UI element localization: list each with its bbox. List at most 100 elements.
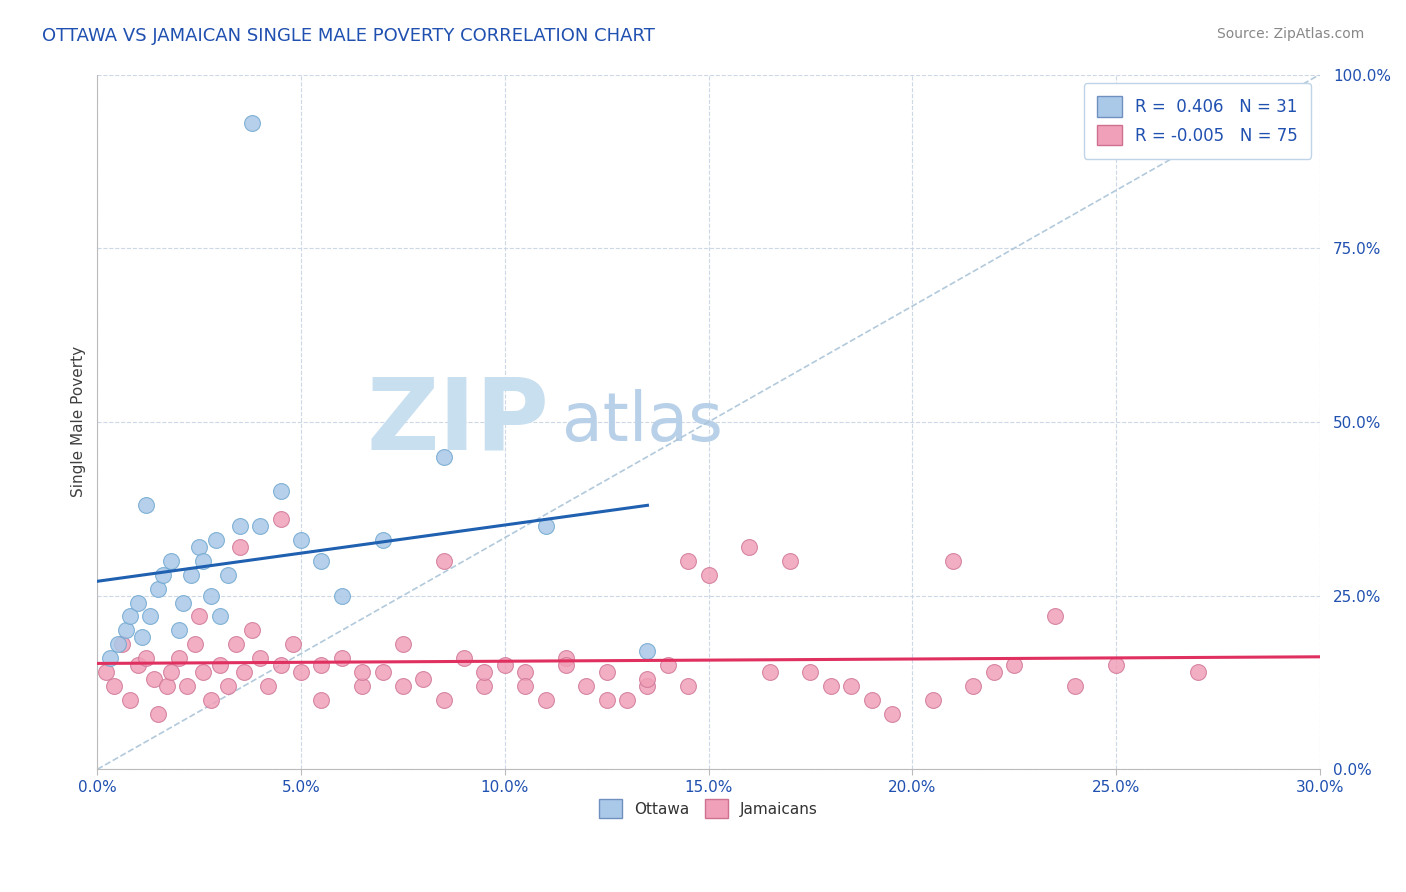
Point xyxy=(534,693,557,707)
Point xyxy=(176,679,198,693)
Text: OTTAWA VS JAMAICAN SINGLE MALE POVERTY CORRELATION CHART: OTTAWA VS JAMAICAN SINGLE MALE POVERTY C… xyxy=(42,27,655,45)
Point xyxy=(371,665,394,679)
Text: atlas: atlas xyxy=(562,389,723,455)
Point xyxy=(167,651,190,665)
Point xyxy=(103,679,125,693)
Point xyxy=(575,679,598,693)
Point xyxy=(118,609,141,624)
Point xyxy=(697,567,720,582)
Point xyxy=(270,512,292,526)
Point xyxy=(249,519,271,533)
Point xyxy=(152,567,174,582)
Point xyxy=(392,637,415,651)
Point xyxy=(799,665,821,679)
Point xyxy=(115,624,138,638)
Point xyxy=(127,658,149,673)
Point xyxy=(180,567,202,582)
Point xyxy=(233,665,256,679)
Text: Source: ZipAtlas.com: Source: ZipAtlas.com xyxy=(1216,27,1364,41)
Point xyxy=(135,651,157,665)
Point xyxy=(1043,609,1066,624)
Point xyxy=(738,540,761,554)
Point xyxy=(921,693,943,707)
Point xyxy=(200,589,222,603)
Point xyxy=(167,624,190,638)
Point xyxy=(270,484,292,499)
Point xyxy=(983,665,1005,679)
Point xyxy=(188,609,211,624)
Point xyxy=(1002,658,1025,673)
Point xyxy=(616,693,638,707)
Point xyxy=(596,665,619,679)
Point xyxy=(217,567,239,582)
Point xyxy=(184,637,207,651)
Point xyxy=(636,679,658,693)
Point xyxy=(453,651,475,665)
Point xyxy=(208,658,231,673)
Point xyxy=(412,672,434,686)
Point xyxy=(204,533,226,547)
Point xyxy=(515,665,537,679)
Point xyxy=(636,644,658,658)
Point xyxy=(1187,665,1209,679)
Point xyxy=(494,658,516,673)
Point xyxy=(433,693,456,707)
Point xyxy=(159,554,181,568)
Point xyxy=(240,624,263,638)
Point xyxy=(217,679,239,693)
Point xyxy=(311,693,333,707)
Point xyxy=(555,658,578,673)
Point xyxy=(139,609,162,624)
Point xyxy=(118,693,141,707)
Point xyxy=(148,582,170,596)
Point xyxy=(392,679,415,693)
Point xyxy=(94,665,117,679)
Point xyxy=(193,665,215,679)
Point xyxy=(962,679,984,693)
Point xyxy=(193,554,215,568)
Point xyxy=(779,554,801,568)
Point xyxy=(240,116,263,130)
Point xyxy=(159,665,181,679)
Point xyxy=(352,679,374,693)
Point xyxy=(257,679,280,693)
Point xyxy=(1064,679,1087,693)
Point xyxy=(311,658,333,673)
Point xyxy=(311,554,333,568)
Point xyxy=(942,554,965,568)
Point xyxy=(474,679,496,693)
Point xyxy=(135,498,157,512)
Point xyxy=(111,637,134,651)
Point xyxy=(676,679,699,693)
Point xyxy=(143,672,166,686)
Point xyxy=(229,540,252,554)
Text: ZIP: ZIP xyxy=(367,374,550,470)
Point xyxy=(225,637,247,651)
Point xyxy=(433,450,456,464)
Point xyxy=(290,533,312,547)
Point xyxy=(107,637,129,651)
Point xyxy=(281,637,304,651)
Point xyxy=(657,658,679,673)
Point xyxy=(229,519,252,533)
Point xyxy=(596,693,619,707)
Point xyxy=(156,679,179,693)
Point xyxy=(172,596,194,610)
Point xyxy=(98,651,121,665)
Legend: Ottawa, Jamaicans: Ottawa, Jamaicans xyxy=(593,793,824,824)
Point xyxy=(249,651,271,665)
Point xyxy=(1105,658,1128,673)
Point xyxy=(676,554,699,568)
Point xyxy=(820,679,842,693)
Point xyxy=(371,533,394,547)
Point xyxy=(534,519,557,533)
Point xyxy=(555,651,578,665)
Point xyxy=(758,665,780,679)
Point xyxy=(352,665,374,679)
Point xyxy=(148,706,170,721)
Point xyxy=(860,693,883,707)
Point xyxy=(839,679,862,693)
Point xyxy=(515,679,537,693)
Point xyxy=(200,693,222,707)
Point xyxy=(188,540,211,554)
